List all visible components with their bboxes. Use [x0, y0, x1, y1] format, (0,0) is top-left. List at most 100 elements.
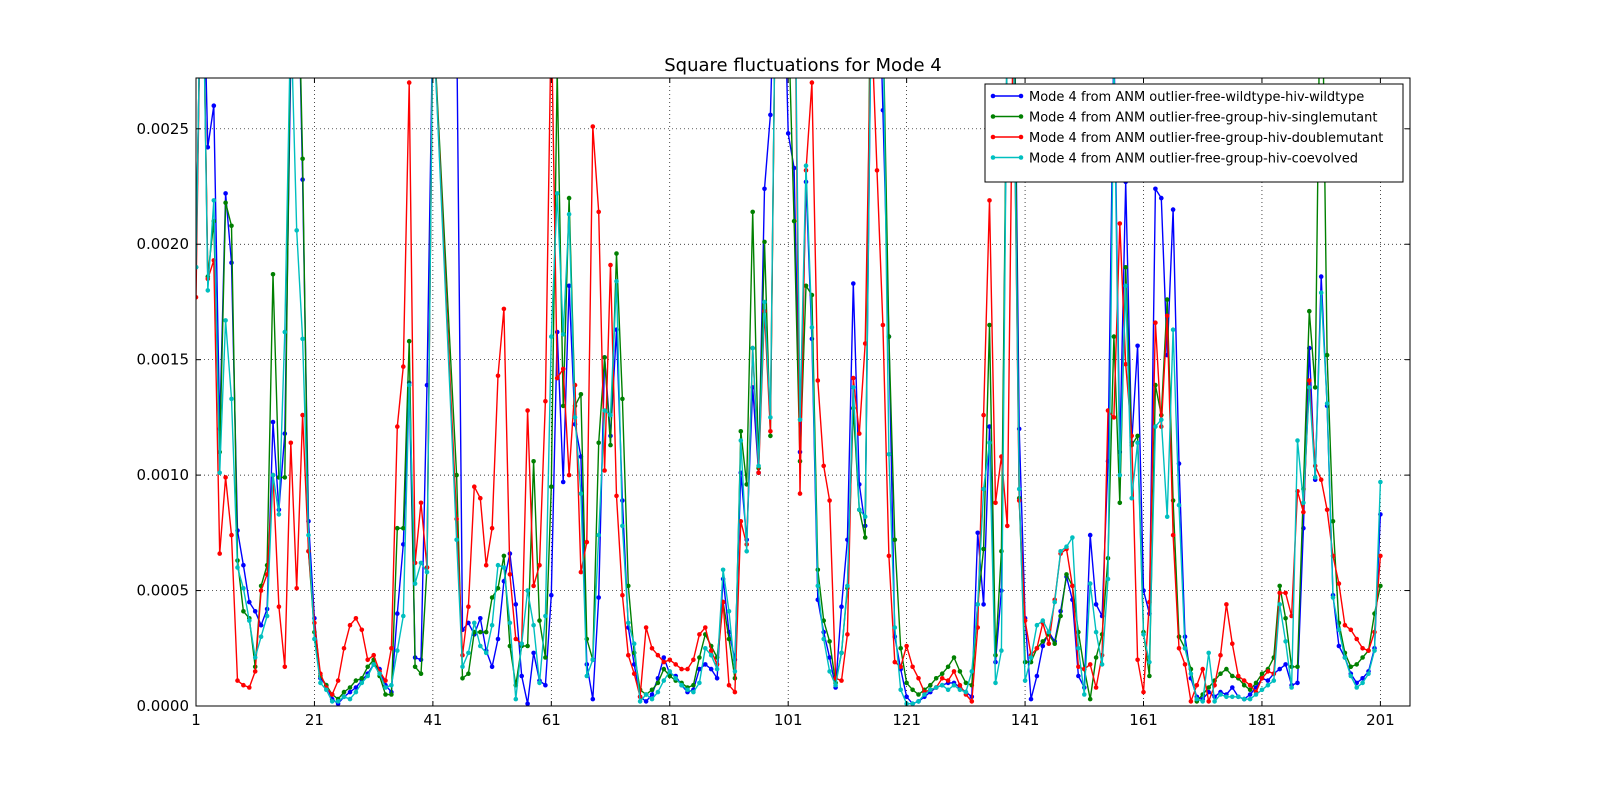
data-point — [383, 692, 388, 697]
data-point — [1064, 544, 1069, 549]
data-point — [738, 429, 744, 434]
data-point — [839, 650, 844, 656]
data-point — [1253, 680, 1259, 686]
data-point — [1052, 641, 1057, 646]
data-point — [762, 299, 767, 305]
data-point — [578, 392, 584, 397]
data-point — [827, 655, 832, 660]
data-point — [347, 696, 353, 702]
legend: Mode 4 from ANM outlier-free-wildtype-hi… — [984, 83, 1404, 183]
data-point — [1135, 657, 1140, 663]
data-point — [928, 682, 933, 688]
legend-box — [984, 83, 1404, 183]
grid — [196, 78, 1410, 706]
data-point — [1194, 682, 1200, 688]
data-point — [1265, 678, 1271, 683]
data-point — [241, 586, 246, 591]
data-point — [424, 382, 430, 388]
data-point — [596, 440, 601, 446]
data-point — [1046, 641, 1052, 646]
data-point — [525, 408, 530, 413]
series-4 — [196, 11, 1383, 706]
data-point — [300, 412, 305, 418]
data-point — [845, 583, 850, 589]
data-point — [1372, 648, 1377, 653]
data-point — [862, 535, 868, 540]
data-point — [637, 699, 643, 704]
data-point — [1224, 694, 1229, 700]
data-point — [395, 525, 400, 531]
data-point — [1241, 682, 1247, 688]
data-point — [667, 657, 673, 663]
data-point — [270, 419, 276, 425]
data-point — [762, 239, 767, 245]
data-point — [1259, 676, 1265, 681]
plot-frame — [195, 77, 1411, 707]
data-point — [626, 620, 631, 626]
data-point — [578, 491, 584, 496]
x-tick-label: 21 — [305, 711, 324, 729]
data-point — [252, 669, 258, 674]
data-point — [454, 472, 459, 478]
data-point — [720, 567, 726, 573]
data-point — [365, 673, 371, 679]
data-point — [1040, 639, 1046, 644]
data-point — [211, 103, 217, 108]
data-point — [910, 664, 915, 670]
data-point — [211, 198, 217, 203]
data-point — [857, 431, 862, 436]
data-point — [655, 680, 661, 686]
data-point — [1153, 186, 1158, 192]
data-point — [395, 424, 400, 429]
data-point — [549, 334, 554, 339]
data-point — [596, 595, 601, 600]
data-point — [1354, 685, 1359, 690]
x-tick-label: 101 — [774, 711, 803, 729]
data-point — [584, 539, 590, 545]
data-point — [1064, 572, 1069, 577]
data-point — [1247, 692, 1253, 697]
data-point — [1283, 639, 1288, 644]
data-point — [1005, 523, 1010, 529]
data-point — [1117, 500, 1123, 506]
data-point — [1170, 532, 1176, 538]
data-point — [993, 500, 998, 506]
data-point — [1318, 274, 1324, 279]
data-point — [1206, 699, 1211, 704]
data-point — [1265, 669, 1271, 674]
data-point — [945, 687, 951, 693]
data-point — [697, 655, 702, 660]
data-point — [235, 565, 240, 570]
data-point — [1218, 652, 1223, 658]
data-point — [1360, 680, 1365, 686]
x-tick-label: 61 — [542, 711, 561, 729]
data-point — [951, 682, 957, 688]
data-point — [738, 519, 744, 524]
data-point — [596, 209, 601, 215]
data-point — [365, 657, 371, 663]
data-point — [1112, 57, 1117, 62]
data-point — [1135, 433, 1140, 439]
data-point — [1022, 678, 1028, 683]
data-point — [223, 200, 228, 205]
data-point — [608, 412, 613, 418]
data-point — [531, 650, 536, 656]
data-point — [1070, 535, 1075, 540]
data-point — [608, 262, 613, 268]
data-point — [738, 438, 744, 443]
data-point — [1283, 662, 1288, 667]
data-point — [750, 209, 755, 215]
data-point — [383, 678, 388, 683]
data-point — [910, 701, 915, 706]
data-point — [869, 11, 874, 16]
data-point — [951, 669, 957, 674]
data-point — [347, 689, 353, 695]
data-point — [886, 553, 892, 559]
data-point — [963, 680, 969, 686]
data-point — [602, 408, 607, 413]
data-point — [1378, 553, 1383, 559]
data-point — [1176, 646, 1182, 651]
data-point — [1336, 627, 1342, 633]
data-point — [519, 673, 524, 679]
